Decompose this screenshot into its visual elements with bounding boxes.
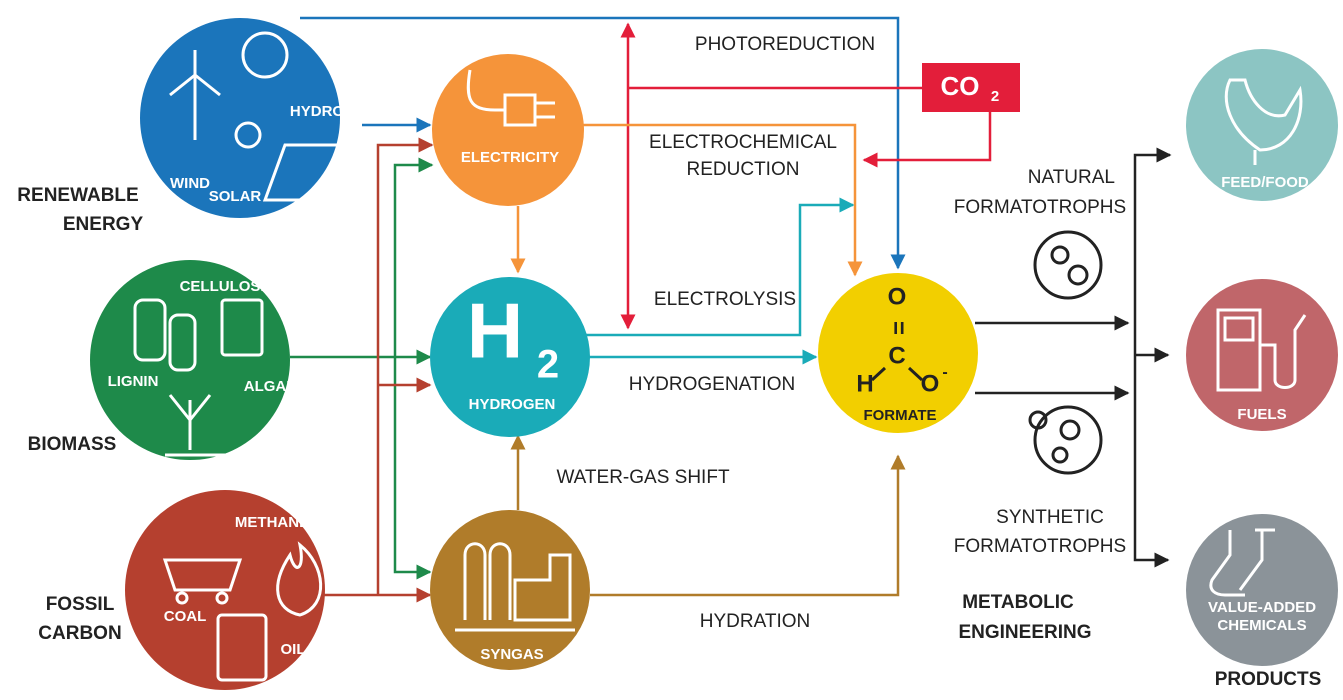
process-label: ELECTROCHEMICAL	[649, 132, 837, 153]
pump-icon	[1216, 308, 1307, 392]
source-item: ALGAE	[244, 378, 297, 395]
product-node	[1186, 514, 1338, 666]
biomass-node	[90, 260, 290, 460]
process-label: HYDRATION	[700, 611, 810, 632]
atom: C	[888, 342, 905, 369]
product-label: FEED/FOOD	[1221, 174, 1309, 191]
connectors	[290, 16, 1172, 603]
biomass-icons	[133, 298, 264, 457]
node-label: HYDROGEN	[469, 396, 556, 413]
arrow	[300, 16, 906, 270]
formate-node	[818, 273, 978, 433]
flask-icon	[1209, 528, 1275, 597]
node-label: FORMATE	[863, 407, 936, 424]
source-item: OIL	[281, 641, 306, 658]
co2-subscript: 2	[991, 88, 999, 105]
fossil-icons	[162, 541, 323, 682]
source-item: SOLAR	[209, 188, 262, 205]
arrow	[585, 197, 855, 337]
process-label: NATURAL	[1028, 167, 1115, 188]
node-label: ELECTRICITY	[461, 149, 559, 166]
process-label: FORMATOTROPHS	[954, 536, 1126, 557]
process-label: REDUCTION	[687, 159, 800, 180]
source-caption: RENEWABLE	[17, 185, 138, 206]
co2-box	[922, 63, 1020, 112]
source-item: COAL	[164, 608, 207, 625]
process-caption: METABOLIC	[962, 592, 1074, 613]
product-node	[1186, 49, 1338, 201]
node-label: SYNGAS	[480, 646, 543, 663]
source-caption: ENERGY	[63, 214, 144, 235]
process-label: HYDROGENATION	[629, 374, 795, 395]
source-item: METHANE	[235, 514, 309, 531]
arrow	[376, 137, 434, 595]
products-caption: PRODUCTS	[1215, 669, 1322, 690]
arrow	[393, 157, 434, 580]
process-label: WATER-GAS SHIFT	[556, 467, 730, 488]
hydrogen-node	[430, 277, 590, 437]
plug-icon	[466, 69, 555, 127]
atom: H	[856, 370, 873, 397]
source-item: LIGNIN	[108, 373, 159, 390]
atom: O	[888, 283, 907, 310]
electricity-node	[432, 54, 584, 206]
source-item: WIND	[170, 175, 210, 192]
product-label: VALUE-ADDED	[1208, 599, 1316, 616]
source-item: HYDRO	[290, 103, 345, 120]
arrow	[590, 454, 906, 597]
renewable-node	[140, 18, 340, 218]
chicken-icon	[1224, 78, 1303, 165]
microbe-icons	[1028, 230, 1103, 475]
arrow	[583, 123, 863, 277]
source-caption: BIOMASS	[28, 434, 117, 455]
source-caption: FOSSIL	[46, 594, 115, 615]
process-caption: ENGINEERING	[958, 622, 1091, 643]
bond: =	[885, 321, 912, 335]
renewable-icons	[169, 31, 342, 202]
process-label: PHOTOREDUCTION	[695, 34, 875, 55]
process-label: FORMATOTROPHS	[954, 197, 1126, 218]
factory-icon	[455, 542, 575, 632]
h2-symbol: H	[467, 287, 523, 375]
arrow	[1133, 147, 1172, 568]
process-label: ELECTROLYSIS	[654, 289, 796, 310]
arrow	[862, 112, 992, 168]
atom: O	[921, 370, 940, 397]
charge: -	[942, 364, 947, 381]
co2-symbol: CO	[941, 71, 980, 101]
bond-lines	[870, 366, 924, 382]
source-caption: CARBON	[38, 623, 121, 644]
h2-subscript: 2	[537, 343, 559, 387]
process-label: SYNTHETIC	[996, 507, 1104, 528]
product-label: FUELS	[1237, 406, 1286, 423]
product-label: CHEMICALS	[1217, 617, 1306, 634]
source-item: CELLULOSE	[180, 278, 271, 295]
